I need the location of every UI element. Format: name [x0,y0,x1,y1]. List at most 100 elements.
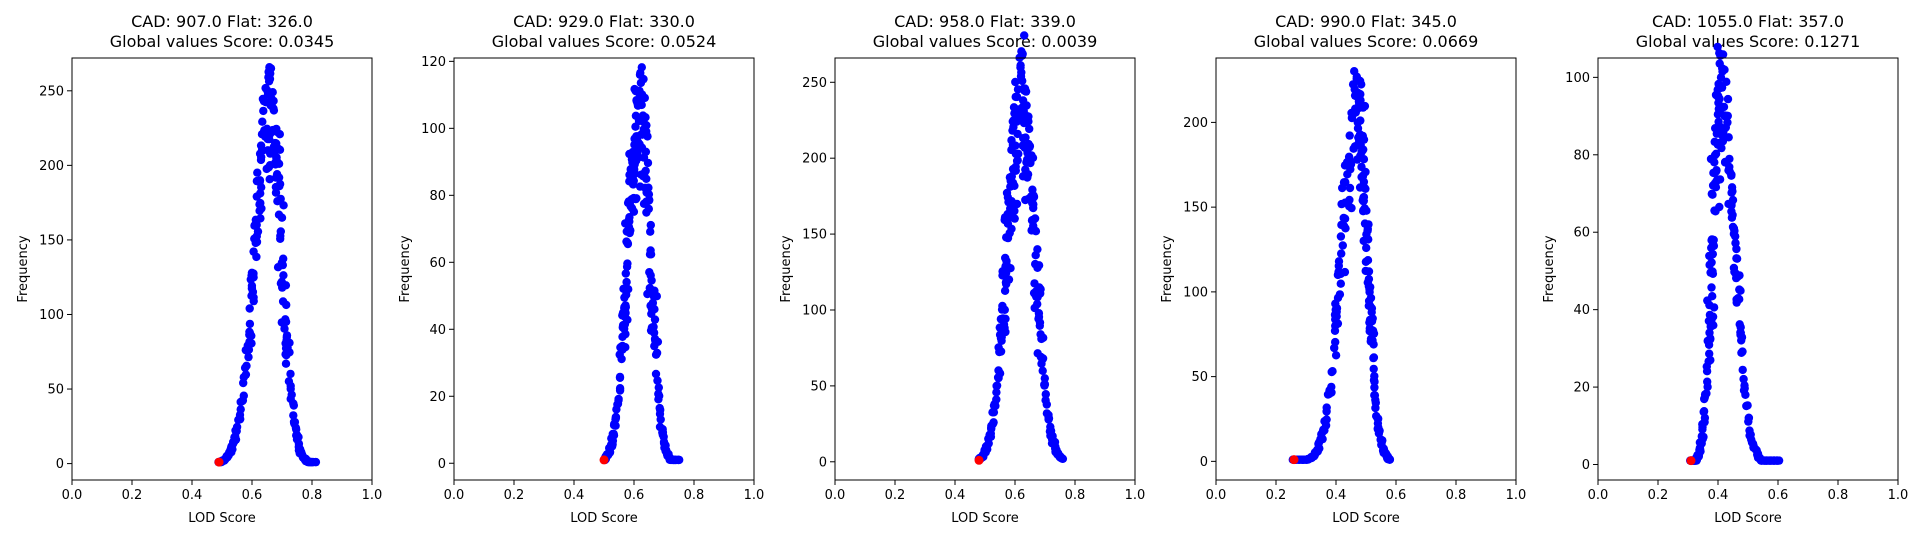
data-point [992,381,1002,390]
y-tick-label: 40 [429,323,446,338]
x-tick-label: 0.4 [564,488,585,503]
x-tick-label: 0.4 [1708,488,1729,503]
data-point [1336,232,1346,241]
data-point [281,317,291,326]
y-tick-label: 50 [1191,370,1208,385]
data-point [1700,390,1710,399]
x-tick-label: 0.2 [504,488,525,503]
data-point [640,93,649,103]
data-point [1774,456,1784,465]
x-tick-label: 0.0 [62,488,83,503]
data-point [1360,101,1370,111]
chart-title-line2: Global values Score: 0.0345 [110,32,335,51]
data-point [1361,167,1370,177]
data-point [1322,415,1331,424]
chart-title-line1: CAD: 1055.0 Flat: 357.0 [1652,12,1844,31]
y-tick-label: 100 [39,308,64,323]
x-tick-label: 0.6 [624,488,645,503]
data-point [275,179,285,189]
data-point [1042,400,1052,409]
data-point [1702,367,1712,376]
data-point [647,303,656,313]
data-point [1322,407,1331,416]
data-point [624,285,633,294]
data-point [641,147,651,156]
chart-title-line2: Global values Score: 0.1271 [1636,32,1861,51]
y-tick-label: 100 [1183,285,1208,300]
data-points [214,62,321,467]
data-point [1708,269,1718,278]
chart-title-line1: CAD: 990.0 Flat: 345.0 [1275,12,1457,31]
data-point [621,269,630,278]
data-point [249,293,258,302]
data-point [1369,364,1378,374]
data-point [1034,261,1044,270]
data-point [1013,156,1022,165]
data-point [291,423,301,432]
x-tick-label: 0.0 [825,488,846,503]
data-point [1727,183,1737,192]
data-point [1031,227,1041,236]
data-points [1686,42,1784,466]
data-point [1044,414,1054,423]
highlight-point [1289,455,1299,465]
data-point [646,227,655,236]
data-point [1715,202,1724,212]
data-point [615,384,625,393]
data-point [1336,279,1346,288]
data-point [1708,312,1718,321]
data-point [623,239,633,249]
y-tick-label: 100 [421,122,446,137]
x-tick-label: 0.6 [1768,488,1789,503]
data-point [259,106,268,116]
data-point [1010,214,1019,223]
y-axis-label: Frequency [398,235,413,302]
data-point [656,415,665,424]
data-point [1735,320,1744,329]
data-point [1005,173,1015,182]
data-point [256,198,265,208]
data-point [1363,256,1373,265]
data-point [1361,184,1370,193]
data-point [1040,374,1050,383]
data-point [621,343,630,352]
highlight-point [974,455,984,465]
data-point [611,412,621,422]
y-tick-label: 100 [1565,71,1590,86]
data-point [1741,390,1750,399]
chart-title-line2: Global values Score: 0.0039 [873,32,1098,51]
data-point [1038,354,1048,363]
data-point [1003,193,1013,202]
data-point [1705,251,1714,261]
data-point [1033,299,1042,309]
data-point [652,292,661,301]
data-point [615,372,625,382]
data-point [1029,203,1038,213]
data-point [1356,96,1365,105]
data-point [275,145,285,154]
chart-title-line2: Global values Score: 0.0669 [1254,32,1479,51]
data-point [1699,432,1708,442]
data-point [281,359,291,368]
axes-frame [834,57,1136,481]
y-tick-label: 50 [47,383,64,398]
data-point [1021,87,1031,96]
data-point [1006,264,1015,273]
y-tick-label: 60 [1573,226,1590,241]
y-tick-label: 250 [39,84,64,99]
data-point [253,168,262,177]
data-point [628,180,638,189]
data-point [1345,131,1354,140]
data-point [242,361,251,370]
data-point [622,277,631,287]
x-axis-label: LOD Score [188,511,256,526]
y-tick-label: 150 [1183,201,1208,216]
data-point [1028,153,1038,162]
data-point [1007,224,1016,233]
data-point [1728,195,1738,205]
data-points [599,63,684,465]
data-point [1011,162,1020,171]
